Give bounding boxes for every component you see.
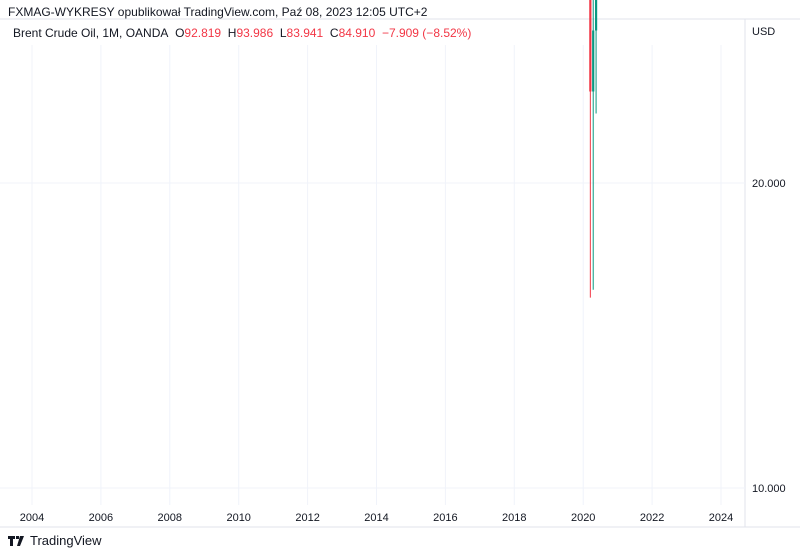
y-tick-label: 20.000 xyxy=(752,178,786,190)
x-tick-label: 2014 xyxy=(364,512,388,524)
publisher-line: FXMAG-WYKRESY opublikował TradingView.co… xyxy=(8,5,428,19)
x-tick-label: 2004 xyxy=(20,512,44,524)
ohlc-legend: Brent Crude Oil, 1M, OANDA O92.819 H93.9… xyxy=(13,26,471,40)
x-tick-label: 2008 xyxy=(158,512,182,524)
candle-body xyxy=(594,0,598,31)
x-tick-label: 2012 xyxy=(295,512,319,524)
brand-name: TradingView xyxy=(30,533,102,548)
x-tick-label: 2006 xyxy=(89,512,113,524)
open-value: 92.819 xyxy=(184,26,222,40)
x-tick-label: 2018 xyxy=(502,512,526,524)
x-tick-label: 2010 xyxy=(226,512,250,524)
change-value: −7.909 (−8.52%) xyxy=(381,26,472,40)
close-value: 84.910 xyxy=(338,26,376,40)
high-label: H xyxy=(227,26,237,40)
candle-body xyxy=(589,0,592,92)
high-value: 93.986 xyxy=(236,26,274,40)
close-label: C xyxy=(329,26,339,40)
open-label: O xyxy=(175,26,185,40)
currency-label[interactable]: USD xyxy=(752,26,776,38)
low-label: L xyxy=(279,26,287,40)
x-tick-label: 2022 xyxy=(640,512,664,524)
symbol-title: Brent Crude Oil, 1M, OANDA xyxy=(13,26,169,40)
low-value: 83.941 xyxy=(286,26,324,40)
x-tick-label: 2016 xyxy=(433,512,457,524)
candle-body xyxy=(592,30,595,92)
tradingview-logo[interactable]: TradingView xyxy=(8,533,102,548)
x-tick-label: 2024 xyxy=(709,512,733,524)
x-tick-label: 2020 xyxy=(571,512,595,524)
y-tick-label: 10.000 xyxy=(752,483,786,495)
tradingview-logo-icon xyxy=(8,535,24,546)
